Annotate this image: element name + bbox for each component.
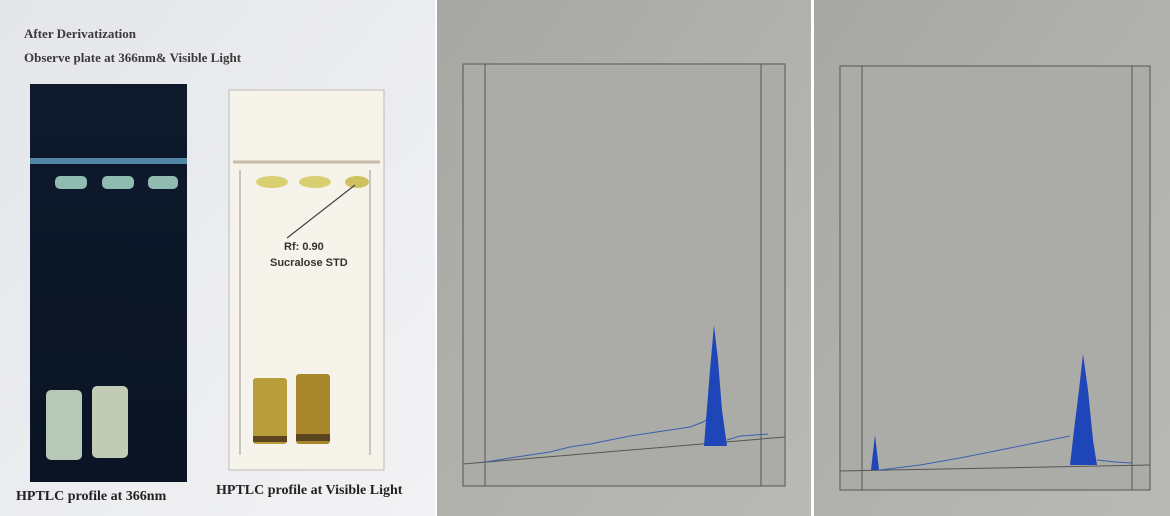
header-line: After Derivatization (24, 26, 137, 41)
sample-band (92, 386, 128, 458)
spot (345, 176, 369, 188)
sample-band (296, 374, 330, 444)
sample-band (46, 390, 82, 460)
page: {"header": {"line1": "After Derivatizati… (0, 0, 1170, 516)
plates-panel: After Derivatization Observe plate at 36… (0, 0, 435, 516)
plot-frame (463, 64, 785, 486)
sample-edge (296, 434, 330, 441)
sample-band (253, 378, 287, 444)
spot (55, 176, 87, 189)
spot (256, 176, 288, 188)
spot (148, 176, 178, 189)
spot (299, 176, 331, 188)
header-line: Observe plate at 366nm& Visible Light (24, 50, 242, 65)
chromatogram-panel (814, 0, 1170, 516)
annotation: Rf: 0.90 (284, 241, 324, 253)
plate-caption: HPTLC profile at Visible Light (216, 483, 403, 498)
spot (102, 176, 134, 189)
chromatogram-panel (437, 0, 811, 516)
annotation: Sucralose STD (270, 257, 348, 269)
plot-frame (840, 66, 1150, 490)
sample-edge (253, 436, 287, 442)
solvent-front (30, 158, 187, 164)
plate-caption: HPTLC profile at 366nm (16, 489, 167, 504)
figure: After Derivatization Observe plate at 36… (0, 0, 1170, 516)
